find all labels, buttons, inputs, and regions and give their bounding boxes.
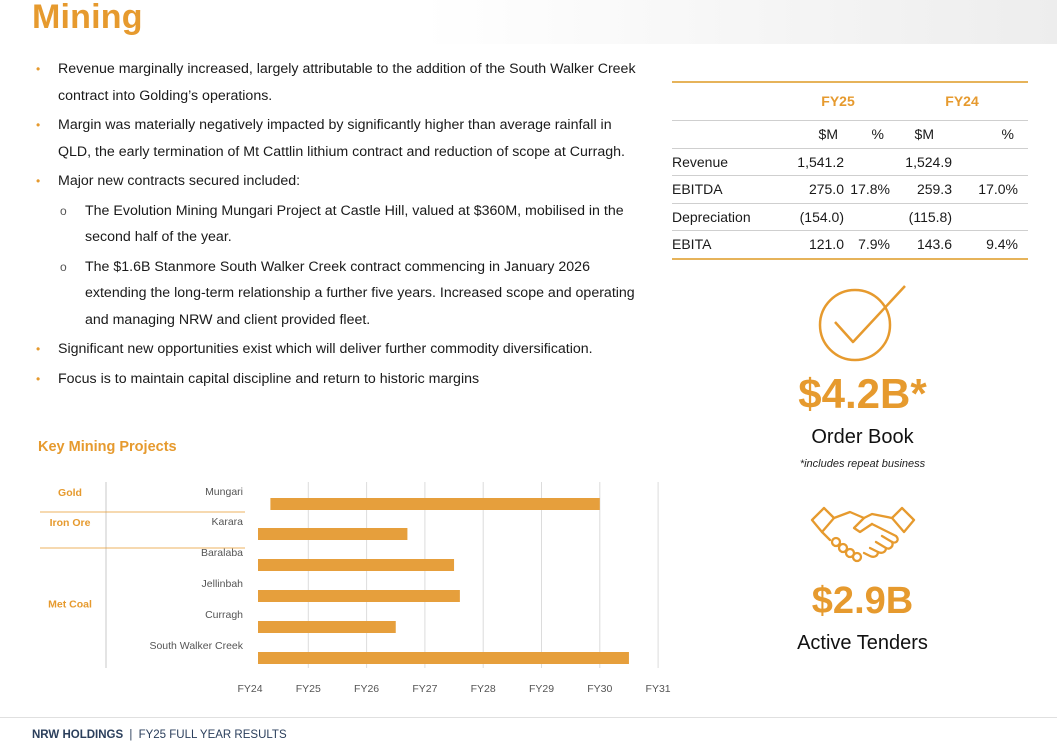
- handshake-icon: [810, 506, 916, 563]
- row-label: Revenue: [672, 153, 729, 170]
- unit-header: %: [871, 126, 884, 143]
- row-label: EBITDA: [672, 181, 723, 198]
- group-label: Iron Ore: [50, 517, 91, 529]
- period-header-row: FY25 FY24: [672, 82, 1028, 121]
- cell: [846, 148, 896, 176]
- cell: [966, 203, 1028, 231]
- cell: (154.0): [799, 208, 844, 225]
- group-label: Met Coal: [48, 599, 92, 611]
- footer: NRW HOLDINGS | FY25 FULL YEAR RESULTS: [32, 729, 287, 741]
- x-tick-label: FY26: [354, 683, 379, 695]
- row-label: EBITA: [672, 236, 712, 253]
- x-tick-label: FY28: [471, 683, 496, 695]
- financial-table: FY25 FY24 $M % $M % Revenue 1,541.2 1,52…: [672, 82, 1028, 260]
- group-label: Gold: [58, 487, 82, 499]
- footer-subtitle: FY25 FULL YEAR RESULTS: [138, 729, 287, 741]
- unit-header: $M: [818, 126, 838, 143]
- project-timeline-chart: Gold Iron Ore Met Coal Mungari Karara Barala…: [40, 482, 671, 695]
- table-row: EBITA 121.0 7.9% 143.6 9.4%: [672, 231, 1028, 259]
- footer-company: NRW HOLDINGS: [32, 729, 124, 741]
- cell: 121.0: [808, 236, 844, 253]
- footer-rule: [0, 717, 1057, 718]
- cell: 17.8%: [850, 181, 890, 198]
- bullet-list: Revenue marginally increased, largely at…: [36, 56, 636, 395]
- project-label: Baralaba: [201, 547, 243, 559]
- sub-bullet-item: The $1.6B Stanmore South Walker Creek co…: [36, 254, 636, 334]
- order-book-value: $4.2B*: [798, 370, 927, 417]
- cell: 1,541.2: [797, 153, 844, 170]
- tenders-label: Active Tenders: [797, 632, 928, 654]
- project-label: Mungari: [205, 486, 243, 498]
- bullet-item: Focus is to maintain capital discipline …: [36, 366, 636, 393]
- period-header-fy25: FY25: [821, 93, 855, 109]
- checkmark-circle-icon: [818, 285, 906, 362]
- order-book-note: *includes repeat business: [799, 458, 926, 470]
- project-bar: [258, 590, 460, 602]
- cell: 259.3: [916, 181, 952, 198]
- chart-title: Key Mining Projects: [38, 439, 177, 455]
- cell: [846, 203, 896, 231]
- project-label: Curragh: [205, 609, 243, 621]
- table-top-rule: [672, 81, 1028, 83]
- cell: [966, 148, 1028, 176]
- x-tick-label: FY31: [646, 683, 671, 695]
- order-book-label: Order Book: [811, 426, 914, 448]
- x-tick-label: FY25: [296, 683, 321, 695]
- page-title: Mining: [32, 0, 143, 36]
- cell: 7.9%: [858, 236, 890, 253]
- project-bar: [258, 559, 455, 571]
- cell: (115.8): [908, 208, 952, 225]
- unit-header-row: $M % $M %: [672, 120, 1028, 148]
- sub-bullet-item: The Evolution Mining Mungari Project at …: [36, 198, 636, 251]
- bullet-item: Margin was materially negatively impacte…: [36, 112, 636, 165]
- x-tick-label: FY30: [587, 683, 612, 695]
- footer-separator: |: [129, 729, 133, 741]
- project-bar: [258, 652, 629, 664]
- project-bar: [270, 498, 600, 510]
- cell: 143.6: [916, 236, 952, 253]
- title-bar: [0, 0, 1057, 44]
- bullet-item: Significant new opportunities exist whic…: [36, 336, 636, 363]
- x-tick-label: FY29: [529, 683, 554, 695]
- project-label: Karara: [211, 516, 243, 528]
- table-row: EBITDA 275.0 17.8% 259.3 17.0%: [672, 176, 1028, 203]
- x-tick-label: FY24: [237, 683, 262, 695]
- table-row: Depreciation (154.0) (115.8): [672, 203, 1028, 231]
- table-row: Revenue 1,541.2 1,524.9: [672, 148, 1028, 176]
- bullet-item: Major new contracts secured included:: [36, 168, 636, 195]
- project-label: South Walker Creek: [149, 640, 243, 652]
- cell: 1,524.9: [905, 153, 952, 170]
- unit-header: %: [1001, 126, 1014, 143]
- project-bar: [258, 621, 396, 633]
- tenders-value: $2.9B: [811, 580, 914, 622]
- cell: 17.0%: [978, 181, 1018, 198]
- cell: 275.0: [808, 181, 844, 198]
- bullet-item: Revenue marginally increased, largely at…: [36, 56, 636, 109]
- unit-header: $M: [914, 126, 934, 143]
- row-label: Depreciation: [672, 208, 751, 225]
- project-bar: [258, 528, 408, 540]
- period-header-fy24: FY24: [945, 93, 979, 109]
- x-tick-label: FY27: [412, 683, 437, 695]
- cell: 9.4%: [986, 236, 1018, 253]
- project-label: Jellinbah: [202, 578, 244, 590]
